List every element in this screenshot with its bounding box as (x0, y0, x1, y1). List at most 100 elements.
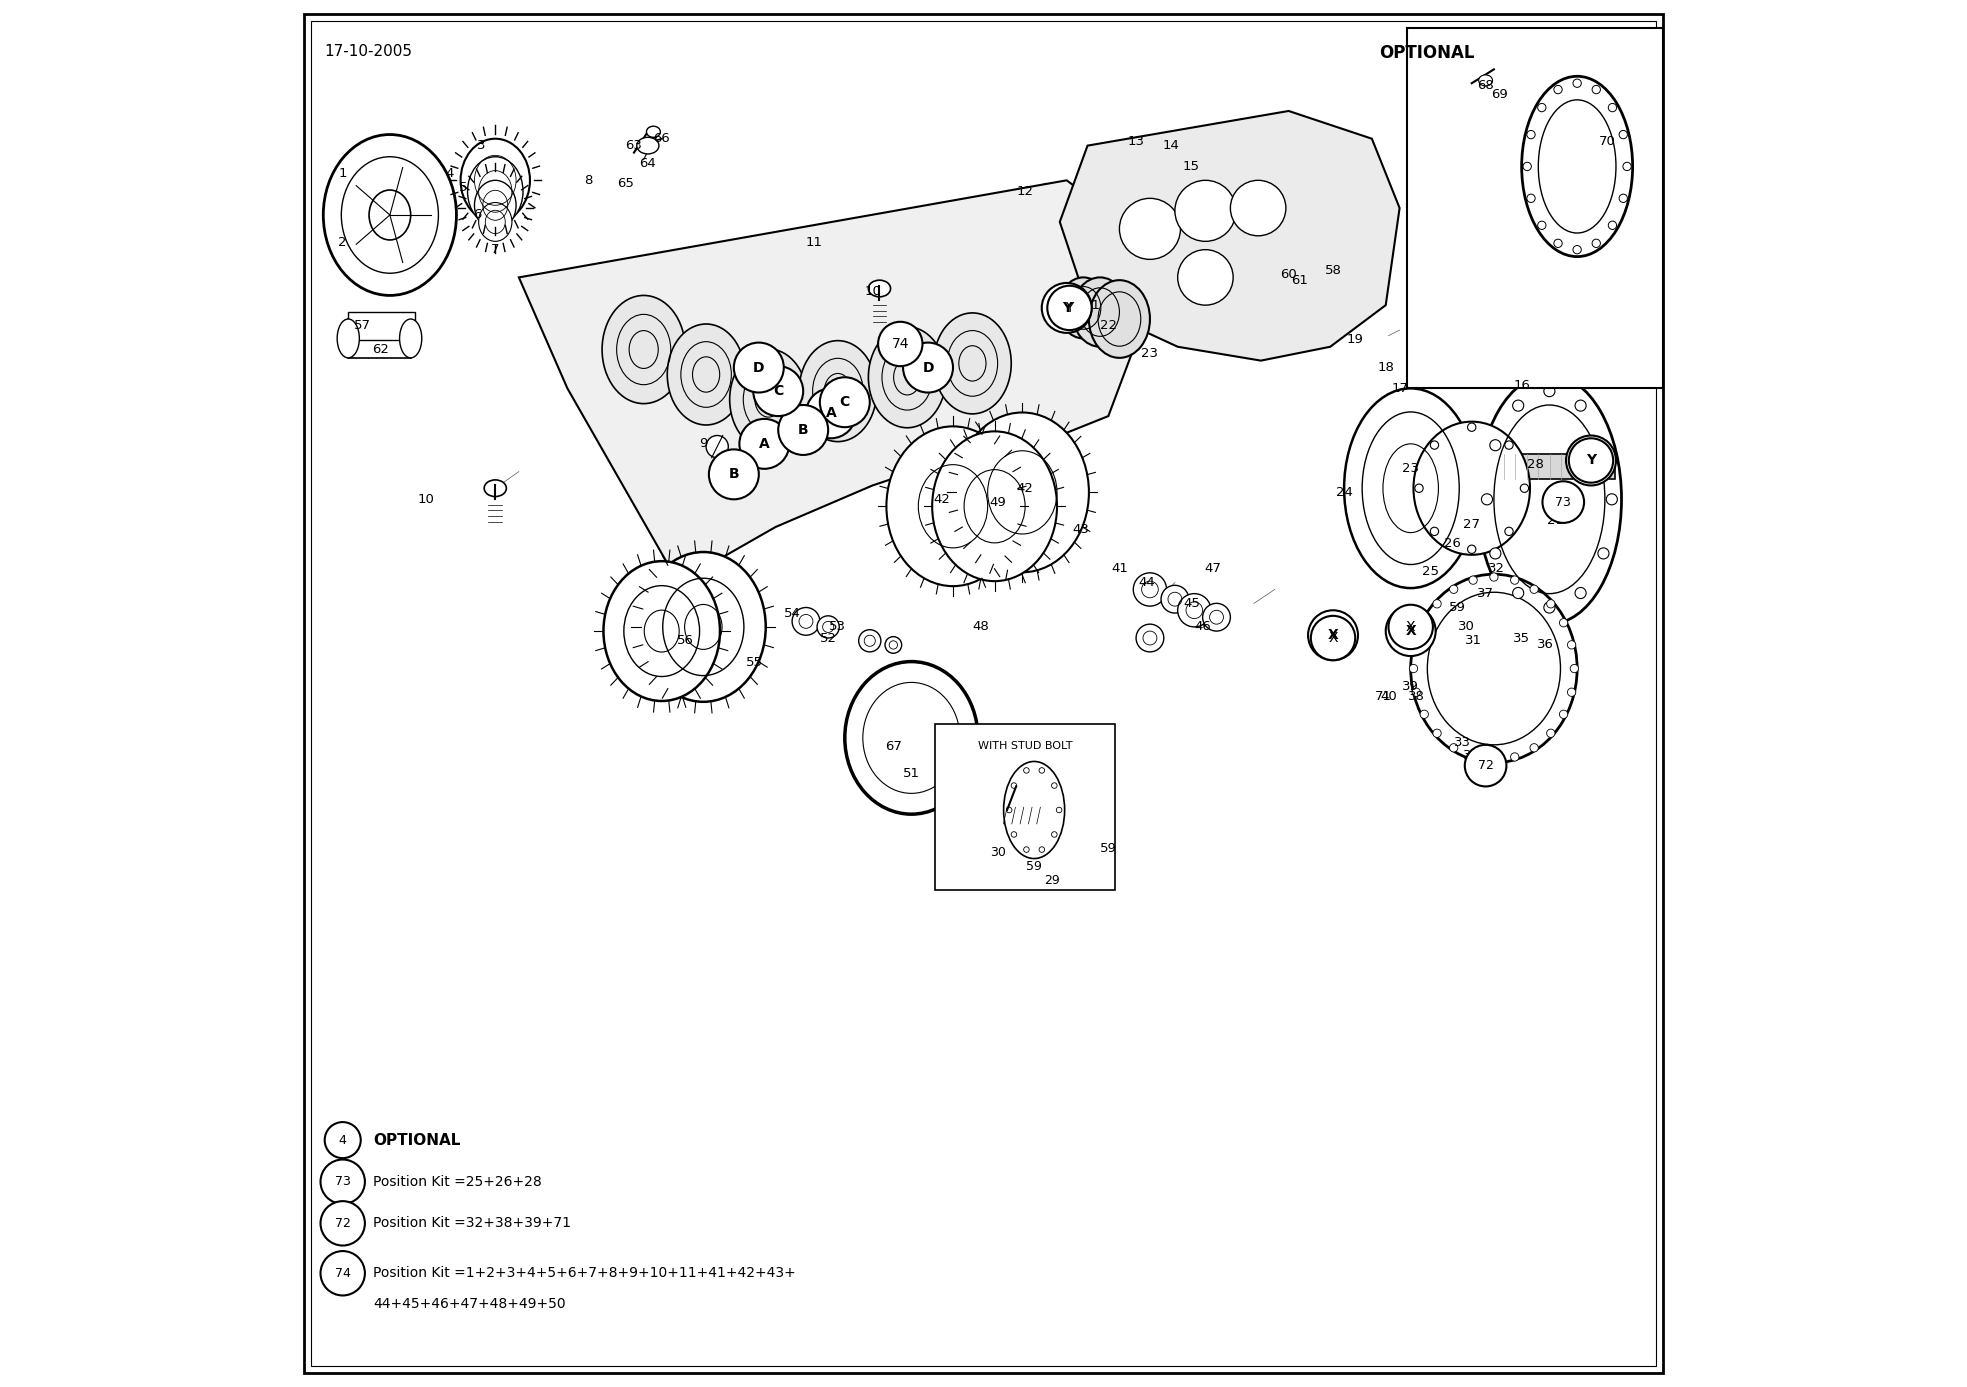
Text: 59: 59 (1027, 860, 1043, 872)
Circle shape (1043, 283, 1092, 333)
Ellipse shape (1554, 239, 1562, 247)
Ellipse shape (1513, 399, 1524, 411)
Text: X: X (1328, 631, 1338, 645)
Ellipse shape (1530, 743, 1538, 752)
Ellipse shape (1619, 130, 1627, 139)
Text: 28: 28 (1526, 458, 1544, 472)
Text: 74: 74 (334, 1266, 350, 1280)
Circle shape (1385, 606, 1436, 656)
Ellipse shape (1609, 104, 1617, 112)
Circle shape (708, 449, 759, 499)
Text: 31: 31 (1465, 634, 1481, 648)
Ellipse shape (1522, 76, 1633, 257)
Ellipse shape (1477, 374, 1621, 624)
Text: 48: 48 (972, 620, 989, 634)
Text: 45: 45 (1182, 596, 1200, 610)
Ellipse shape (1412, 688, 1420, 696)
Ellipse shape (1039, 847, 1044, 853)
Text: 25: 25 (1422, 565, 1438, 578)
Ellipse shape (1538, 221, 1546, 229)
Ellipse shape (1526, 194, 1534, 203)
Text: C: C (773, 384, 783, 398)
Text: WITH STUD BOLT: WITH STUD BOLT (978, 741, 1072, 750)
Text: 20: 20 (1058, 295, 1076, 309)
Ellipse shape (1522, 162, 1532, 171)
Ellipse shape (1546, 599, 1556, 608)
Ellipse shape (1161, 585, 1188, 613)
Ellipse shape (1052, 782, 1056, 788)
Text: 72: 72 (1477, 759, 1493, 773)
Bar (348, 319, 411, 358)
Ellipse shape (667, 325, 745, 424)
Text: Y: Y (1587, 454, 1595, 467)
Text: 74: 74 (891, 343, 909, 356)
Ellipse shape (1133, 573, 1166, 606)
Text: 55: 55 (745, 656, 763, 670)
Text: 9: 9 (698, 437, 708, 451)
Text: 30: 30 (989, 846, 1005, 859)
Ellipse shape (1072, 277, 1127, 347)
Ellipse shape (1619, 194, 1627, 203)
Circle shape (321, 1251, 366, 1295)
Text: 51: 51 (903, 767, 921, 781)
Text: 21: 21 (1084, 298, 1100, 312)
Ellipse shape (1231, 180, 1286, 236)
Ellipse shape (799, 341, 877, 441)
Ellipse shape (1538, 104, 1546, 112)
Ellipse shape (1513, 588, 1524, 599)
Text: 43: 43 (1072, 523, 1090, 537)
Text: 23: 23 (1402, 462, 1420, 476)
Text: 49: 49 (989, 495, 1005, 509)
Ellipse shape (1058, 277, 1107, 338)
Ellipse shape (1560, 619, 1568, 627)
Ellipse shape (1526, 130, 1534, 139)
Ellipse shape (1430, 441, 1438, 449)
Text: X: X (1404, 624, 1416, 638)
Ellipse shape (867, 280, 891, 297)
Text: 41: 41 (1111, 562, 1127, 576)
Text: 7: 7 (492, 243, 500, 257)
Ellipse shape (1420, 710, 1428, 718)
Ellipse shape (1546, 730, 1556, 738)
FancyBboxPatch shape (1406, 28, 1664, 388)
Ellipse shape (934, 313, 1011, 413)
Ellipse shape (1568, 641, 1576, 649)
FancyBboxPatch shape (934, 724, 1115, 890)
Text: 66: 66 (653, 132, 671, 146)
Ellipse shape (1178, 250, 1233, 305)
Text: Y: Y (1062, 301, 1072, 315)
Ellipse shape (1530, 585, 1538, 594)
Ellipse shape (1489, 573, 1499, 581)
Text: 17: 17 (1391, 381, 1408, 395)
Text: Position Kit =32+38+39+71: Position Kit =32+38+39+71 (374, 1216, 570, 1230)
Circle shape (779, 405, 828, 455)
Text: 59: 59 (1450, 601, 1465, 614)
Ellipse shape (1469, 576, 1477, 584)
Ellipse shape (460, 139, 529, 222)
Ellipse shape (1570, 664, 1580, 673)
Text: 18: 18 (1377, 361, 1395, 374)
Ellipse shape (1414, 484, 1424, 492)
Text: 56: 56 (677, 634, 694, 648)
Ellipse shape (602, 295, 685, 404)
Text: 65: 65 (618, 176, 633, 190)
Text: 36: 36 (1536, 638, 1554, 652)
Text: 54: 54 (783, 606, 801, 620)
Text: A: A (826, 406, 836, 420)
Text: 60: 60 (1281, 268, 1296, 282)
Text: 6: 6 (472, 208, 482, 222)
Ellipse shape (706, 436, 728, 458)
Text: 42: 42 (934, 492, 950, 506)
Ellipse shape (1119, 198, 1180, 259)
Text: 22: 22 (1100, 319, 1117, 333)
Text: 30: 30 (1458, 620, 1475, 634)
Text: 73: 73 (334, 1175, 350, 1189)
Text: X: X (1406, 620, 1416, 634)
Text: 12: 12 (1017, 184, 1033, 198)
Circle shape (1465, 745, 1507, 786)
Ellipse shape (816, 616, 840, 638)
Ellipse shape (1560, 710, 1568, 718)
Circle shape (1389, 605, 1432, 649)
Circle shape (321, 1201, 366, 1246)
Ellipse shape (1511, 753, 1519, 761)
